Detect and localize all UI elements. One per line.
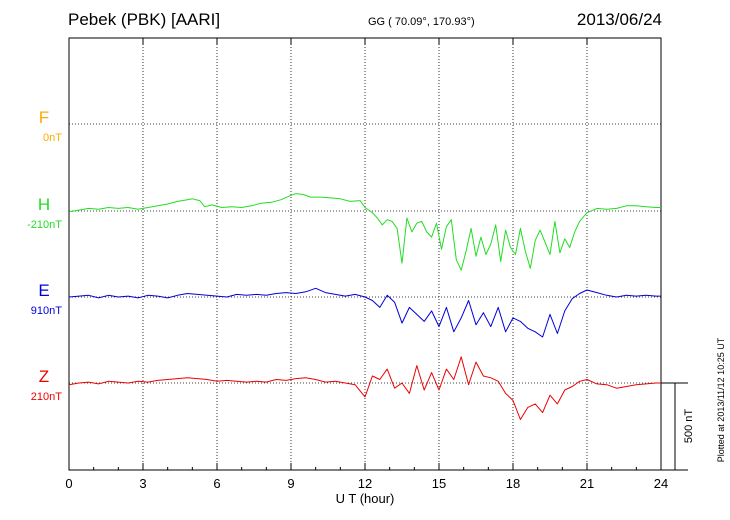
component-baseline-h: -210nT	[27, 219, 62, 231]
scale-bar-label: 500 nT	[683, 409, 695, 444]
series-lines	[68, 193, 661, 420]
component-name-f: F	[39, 108, 49, 127]
component-baseline-f: 0nT	[43, 132, 62, 144]
series-line-e	[68, 287, 661, 338]
x-tick-label: 0	[65, 476, 72, 491]
x-tick-label: 24	[654, 476, 668, 491]
series-line-h	[68, 193, 661, 271]
x-tick-label: 18	[506, 476, 520, 491]
x-axis-label: U T (hour)	[336, 491, 395, 506]
x-tick-label: 12	[358, 476, 372, 491]
x-tick-label: 15	[432, 476, 446, 491]
component-name-z: Z	[39, 367, 49, 386]
grid-lines	[69, 38, 661, 470]
component-name-e: E	[38, 281, 49, 300]
component-labels: F 0nT H -210nT E 910nT Z 210nT	[27, 108, 62, 403]
station-title: Pebek (PBK) [AARI]	[68, 10, 221, 29]
scale-bar: 500 nT	[661, 382, 695, 471]
plotted-note: Plotted at 2013/11/12 10:25 UT	[716, 337, 726, 462]
component-baseline-e: 910nT	[31, 305, 62, 317]
x-tick-label: 3	[139, 476, 146, 491]
x-tick-label: 9	[287, 476, 294, 491]
component-baseline-z: 210nT	[31, 391, 62, 403]
series-line-z	[68, 356, 661, 420]
x-tick-label: 6	[213, 476, 220, 491]
x-tick-label: 21	[580, 476, 594, 491]
x-axis-tick-labels: 0 3 6 9 12 15 18 21 24	[65, 476, 668, 491]
x-axis-ticks	[68, 38, 662, 470]
coordinates-label: GG ( 70.09°, 170.93°)	[368, 16, 475, 28]
component-name-h: H	[38, 195, 50, 214]
date-label: 2013/06/24	[576, 10, 662, 29]
